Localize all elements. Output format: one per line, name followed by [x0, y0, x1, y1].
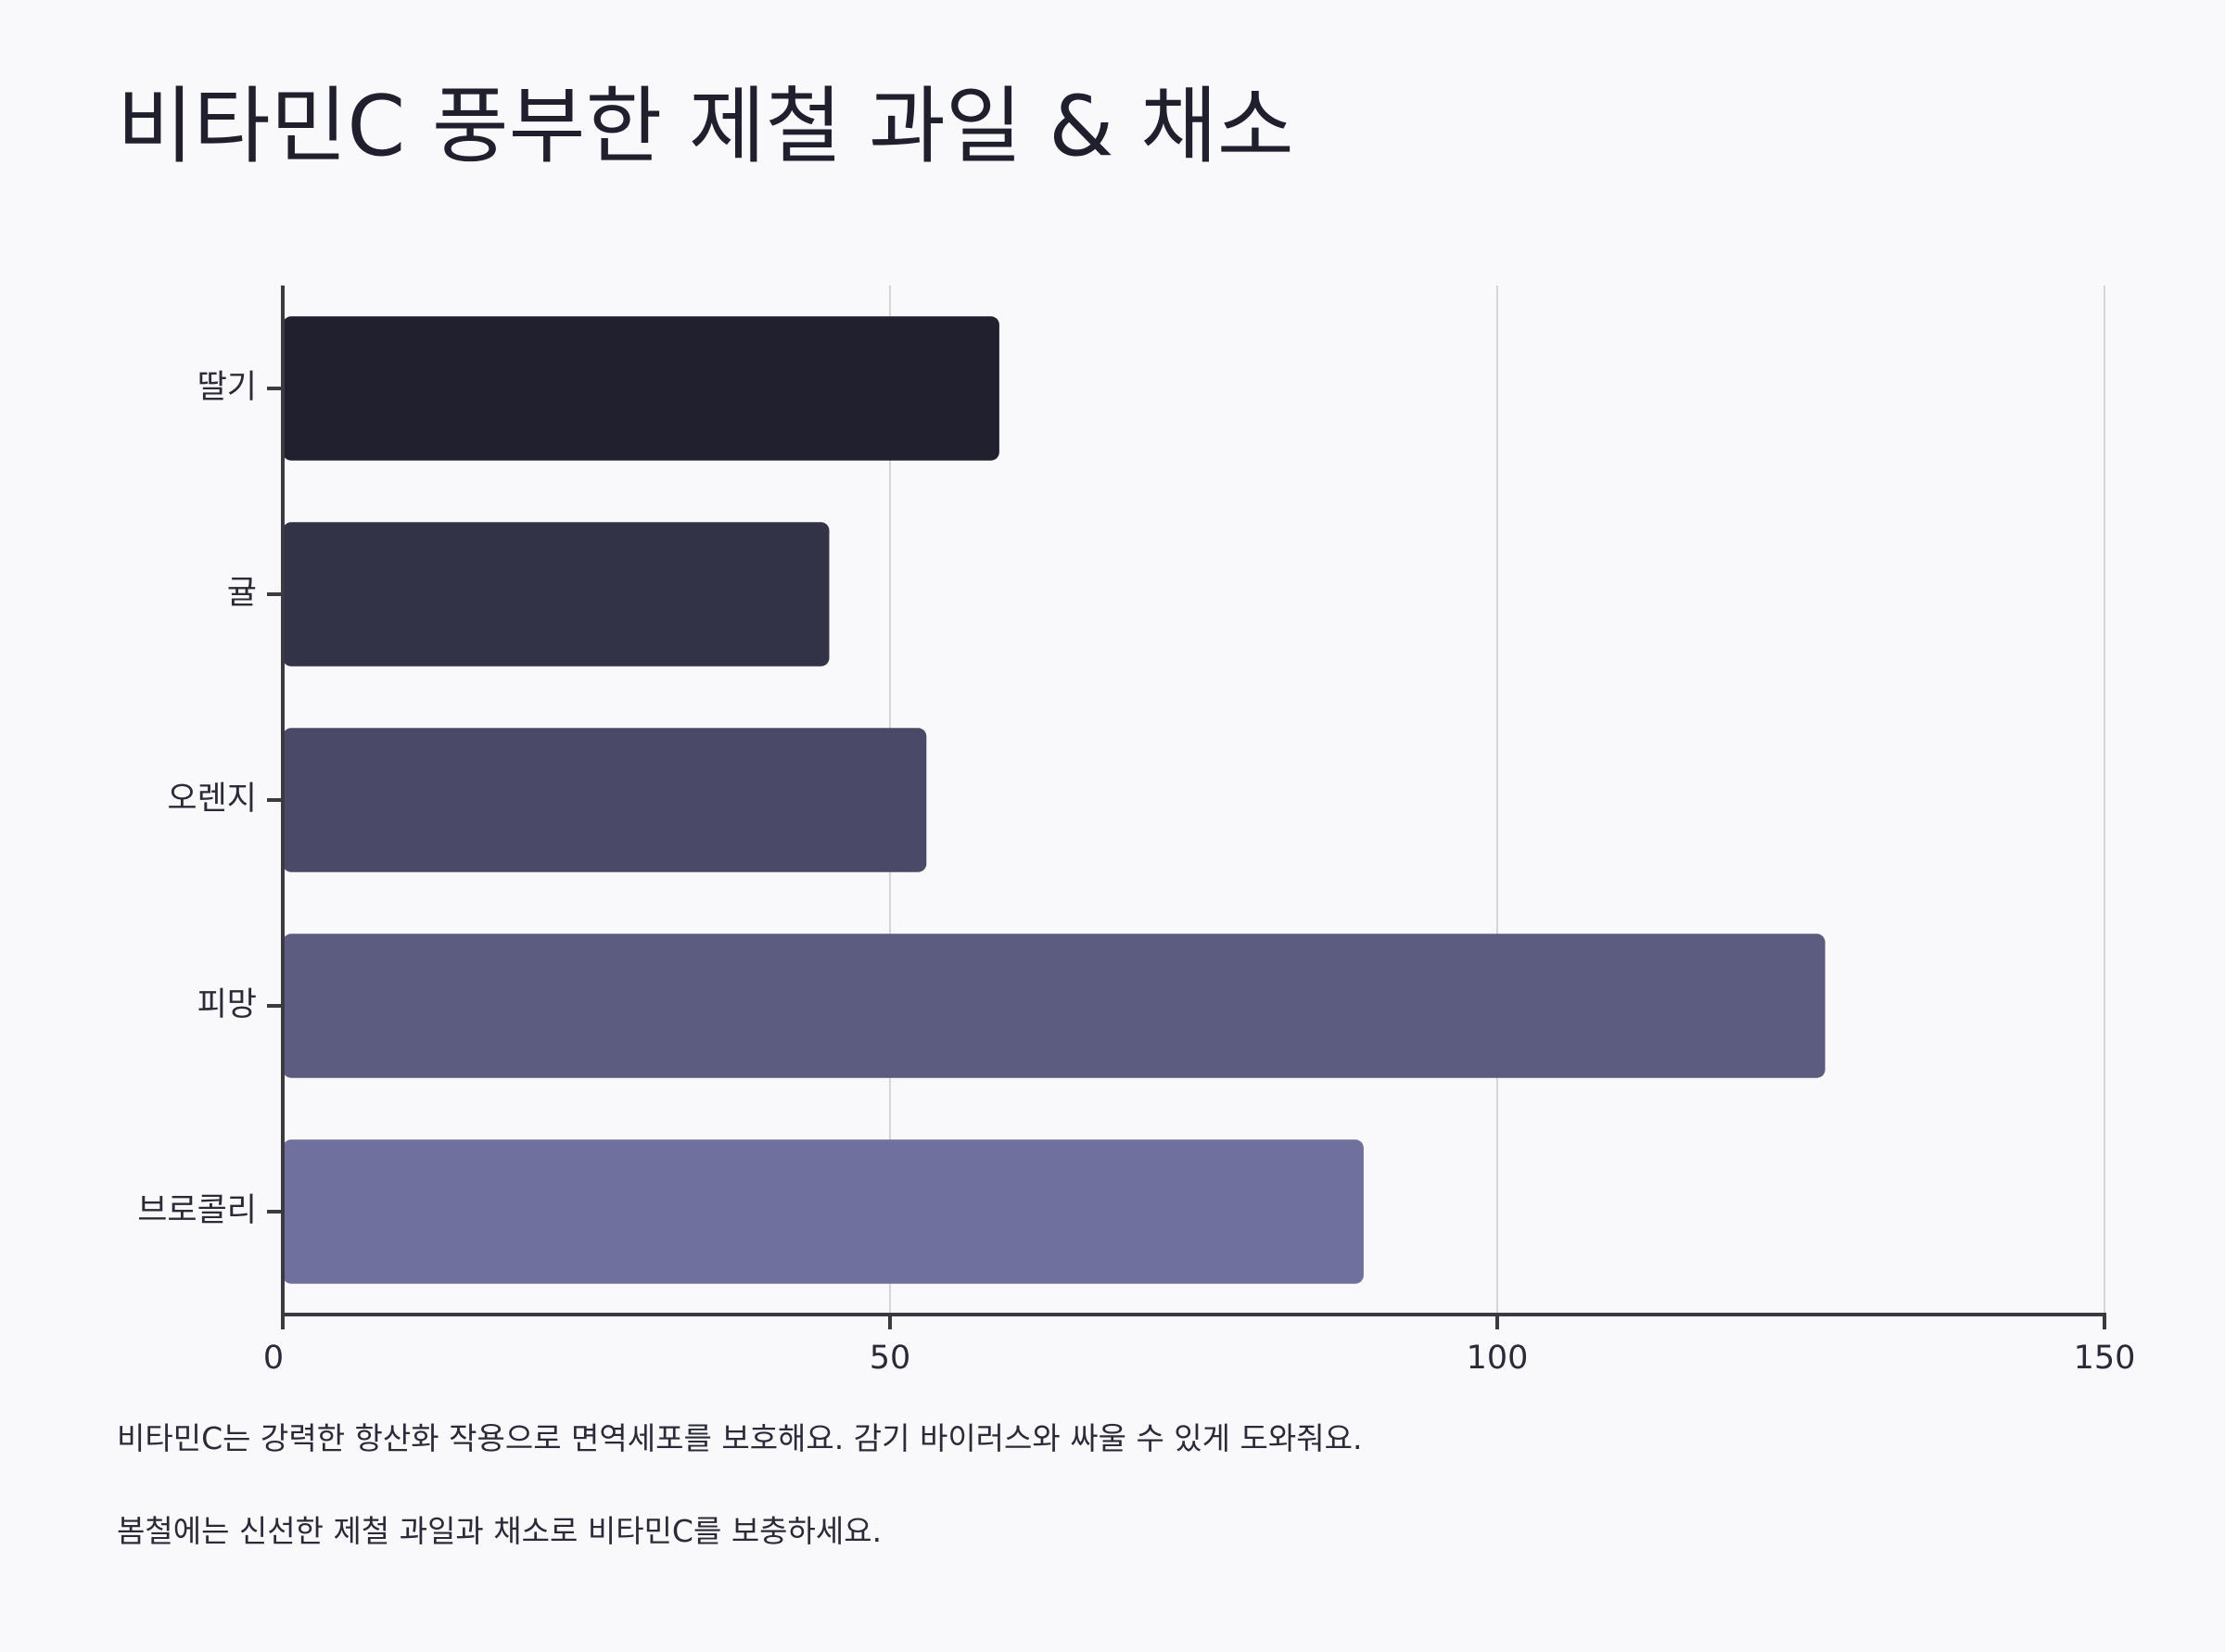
y-tick-label-2: 귤	[227, 575, 257, 612]
bar-4	[283, 934, 1825, 1078]
y-tick-label-4: 피망	[197, 986, 257, 1023]
bar-1	[283, 316, 999, 461]
x-tick-label-100: 100	[1467, 1340, 1529, 1377]
x-tick-label-50: 50	[870, 1340, 911, 1377]
y-tick-label-3: 오렌지	[167, 781, 257, 818]
bar-3	[283, 728, 927, 872]
notes: 비타민C는 강력한 항산화 작용으로 면역세포를 보호해요. 감기 바이러스와 …	[117, 1420, 2110, 1605]
axes	[267, 286, 2106, 1329]
x-tick-label-0: 0	[263, 1340, 284, 1377]
chart-title: 비타민C 풍부한 제철 과일 & 채소	[117, 78, 1294, 175]
bar-2	[283, 522, 830, 667]
note-2: 봄철에는 신선한 제철 과일과 채소로 비타민C를 보충하세요.	[117, 1512, 883, 1549]
y-tick-label-1: 딸기	[197, 369, 257, 406]
x-tick-label-150: 150	[2074, 1340, 2136, 1377]
bar-5	[283, 1139, 1364, 1284]
note-1: 비타민C는 강력한 항산화 작용으로 면역세포를 보호해요. 감기 바이러스와 …	[117, 1420, 1363, 1456]
y-tick-label-5: 브로콜리	[137, 1192, 257, 1229]
bars	[283, 316, 1825, 1284]
